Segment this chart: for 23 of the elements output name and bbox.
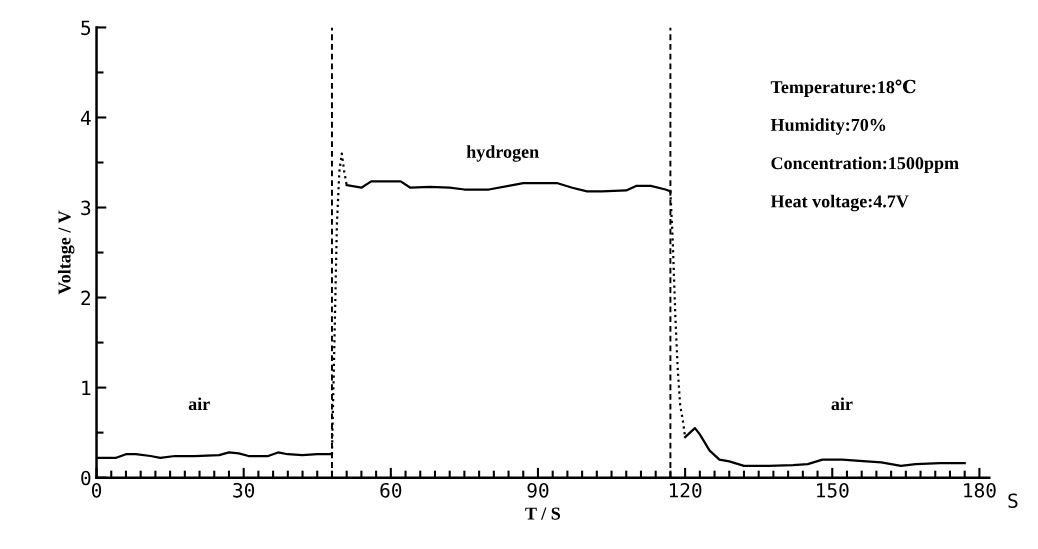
x-tick-label: 150 xyxy=(817,482,849,498)
x-tick-label: 30 xyxy=(233,482,255,498)
x-tick-label: 60 xyxy=(380,482,402,498)
x-tick-label: 0 xyxy=(91,482,102,498)
y-tick-label: 2 xyxy=(81,290,91,305)
annotation: Temperature:18℃ xyxy=(770,79,916,97)
annotation: Concentration:1500ppm xyxy=(771,156,959,173)
annotation: air xyxy=(831,397,853,411)
y-tick-label: 4 xyxy=(80,110,91,125)
text: S xyxy=(1008,493,1018,509)
annotation: Humidity:70% xyxy=(770,118,886,135)
y-tick-label: 5 xyxy=(81,20,91,36)
x-tick-label: 120 xyxy=(669,482,702,498)
annotation: Heat voltage:4.7V xyxy=(770,194,909,212)
y-axis-title: Voltage / V xyxy=(57,210,75,295)
y-tick-label: 1 xyxy=(82,380,91,396)
x-tick-label: 180 xyxy=(964,482,996,498)
x-tick-label: 90 xyxy=(527,482,549,498)
y-tick-label: 3 xyxy=(81,200,91,216)
x-axis-title: T / S xyxy=(525,507,561,520)
annotation: air xyxy=(188,397,210,411)
annotation: hydrogen xyxy=(466,145,539,162)
y-tick-label: 0 xyxy=(81,470,91,486)
